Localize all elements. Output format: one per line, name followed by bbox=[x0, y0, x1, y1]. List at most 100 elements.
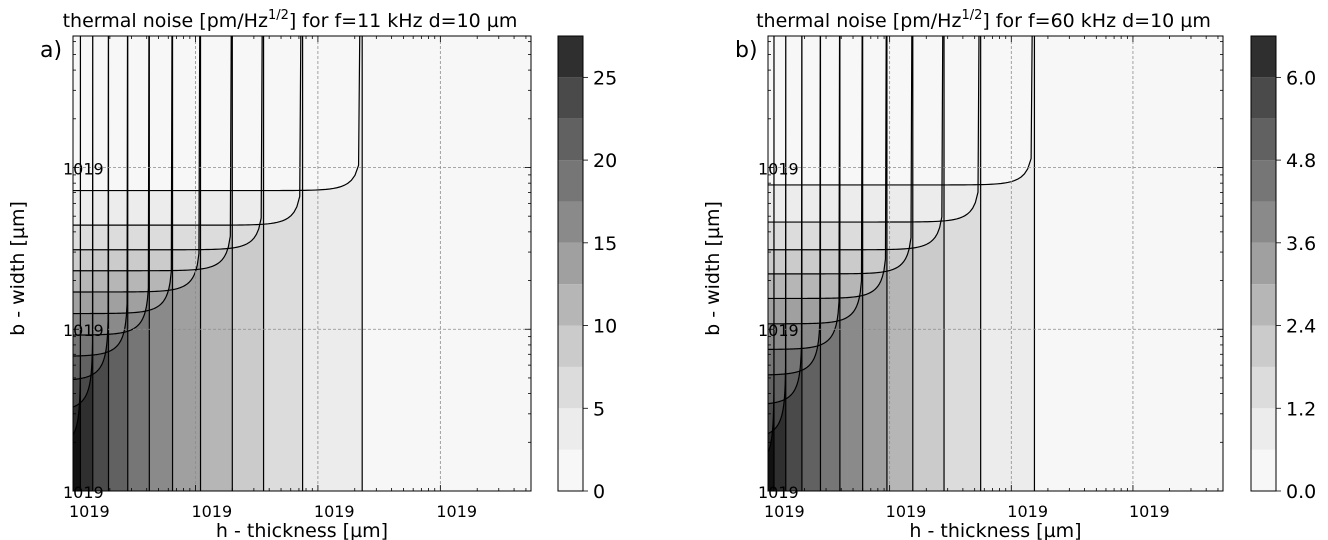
colorbar-segment bbox=[558, 366, 583, 409]
colorbar-tick-label: 5 bbox=[593, 398, 605, 420]
chart_data.1.x_ticks.0.label-sup: 19 bbox=[784, 502, 804, 521]
chart-title-end: ] for f=11 kHz d=10 µm bbox=[289, 10, 518, 32]
chart_data.1.x_ticks.0.label: 1019 bbox=[764, 502, 805, 521]
contour-line-1.8 bbox=[768, 36, 945, 491]
colorbar-segment bbox=[558, 160, 583, 202]
colorbar-tick-label: 10 bbox=[593, 316, 617, 338]
colorbar-frame bbox=[1250, 35, 1277, 492]
chart_data.1.x_ticks.2.label-base: 10 bbox=[1007, 502, 1027, 521]
colorbar-segment bbox=[558, 201, 583, 243]
chart_data.1.x_ticks.3.label-base: 10 bbox=[1129, 502, 1149, 521]
contour-line-4.2 bbox=[768, 36, 841, 491]
chart_data.1.x_ticks.2.label: 1019 bbox=[1007, 502, 1048, 521]
chart_data.1.x_ticks.1.label: 1019 bbox=[886, 502, 927, 521]
colorbar-tick-label: 20 bbox=[593, 150, 617, 172]
chart_data.0.y_ticks.1.label-sup: 19 bbox=[83, 321, 103, 340]
panel-label: b) bbox=[735, 38, 758, 63]
chart_data.0.y_ticks.2.label: 1019 bbox=[63, 159, 104, 178]
chart_data.0.x_ticks.3.label-sup: 19 bbox=[457, 502, 477, 521]
chart_data.1.x_ticks.2.label-sup: 19 bbox=[1028, 502, 1048, 521]
colorbar-segment bbox=[1251, 408, 1276, 450]
colorbar-segment bbox=[1251, 160, 1276, 202]
chart_data.1.x_ticks.3.label-sup: 19 bbox=[1149, 502, 1169, 521]
contour-line-15 bbox=[73, 36, 174, 491]
chart_data.0.y_ticks.0.label: 1019 bbox=[63, 483, 104, 502]
chart_data.1.x_ticks.1.label-sup: 19 bbox=[906, 502, 926, 521]
colorbar-segment bbox=[558, 36, 583, 78]
chart_data.1.y_ticks.1.label-sup: 19 bbox=[778, 321, 798, 340]
contour-line-3.6 bbox=[768, 36, 864, 491]
colorbar-segment bbox=[1251, 366, 1276, 409]
colorbar-tick-label: 0 bbox=[593, 481, 605, 503]
contour-line-3 bbox=[768, 36, 888, 491]
chart_data.1.x_ticks.1.label-base: 10 bbox=[886, 502, 906, 521]
chart_data.1.y_ticks.1.label-base: 10 bbox=[758, 321, 778, 340]
colorbar-segment bbox=[558, 118, 583, 161]
chart_data.1.x_ticks.3.label: 1019 bbox=[1129, 502, 1170, 521]
contour-line-25 bbox=[73, 36, 94, 491]
x-axis-label: h - thickness [µm] bbox=[216, 520, 388, 540]
colorbar-segment bbox=[1251, 118, 1276, 161]
chart_data.0.y_ticks.1.label: 1019 bbox=[63, 321, 104, 340]
chart_data.1.y_ticks.2.label-sup: 19 bbox=[778, 159, 798, 178]
chart-title: thermal noise [pm/Hz1/2] for f=60 kHz d=… bbox=[756, 8, 1211, 32]
colorbar-frame bbox=[557, 35, 584, 492]
contour-line-17.5 bbox=[73, 36, 150, 491]
contour-line-20 bbox=[73, 36, 129, 491]
contour-line-7.5 bbox=[73, 36, 265, 491]
chart_data.0.x_ticks.2.label-base: 10 bbox=[314, 502, 334, 521]
chart_data.0.x_ticks.1.label-sup: 19 bbox=[212, 502, 232, 521]
colorbar-tick-label: 3.6 bbox=[1286, 233, 1316, 255]
chart_data.1.y_ticks.0.label: 1019 bbox=[758, 483, 799, 502]
colorbar-tick-label: 4.8 bbox=[1286, 150, 1316, 172]
colorbar-tick-label: 0.0 bbox=[1286, 481, 1316, 503]
chart-title-main: thermal noise [pm/Hz bbox=[756, 10, 961, 32]
plot-area-a bbox=[73, 36, 531, 491]
contour-line-2.5 bbox=[73, 36, 363, 491]
chart_data.0.y_ticks.0.label-base: 10 bbox=[63, 483, 83, 502]
colorbar-tick-label: 2.4 bbox=[1286, 316, 1316, 338]
chart_data.0.x_ticks.3.label-base: 10 bbox=[436, 502, 456, 521]
colorbar-segment bbox=[1251, 449, 1276, 491]
colorbar-segment bbox=[1251, 36, 1276, 78]
chart-title-end: ] for f=60 kHz d=10 µm bbox=[982, 10, 1211, 32]
colorbar-segment bbox=[558, 77, 583, 119]
contour-line-6 bbox=[768, 36, 787, 491]
chart_data.1.y_ticks.2.label-base: 10 bbox=[758, 159, 778, 178]
colorbar-segment bbox=[558, 242, 583, 285]
colorbar-tick-label: 1.2 bbox=[1286, 398, 1316, 420]
chart_data.0.x_ticks.0.label: 1019 bbox=[69, 502, 110, 521]
colorbar-segment bbox=[558, 284, 583, 326]
y-axis-label: b - width [µm] bbox=[7, 201, 29, 336]
contour-line-5 bbox=[73, 36, 304, 491]
chart_data.0.x_ticks.0.label-base: 10 bbox=[69, 502, 89, 521]
panel-label: a) bbox=[40, 38, 62, 63]
chart-title-sup: 1/2 bbox=[268, 8, 289, 23]
colorbar-segment bbox=[558, 325, 583, 367]
chart-title: thermal noise [pm/Hz1/2] for f=11 kHz d=… bbox=[63, 8, 518, 32]
contour-line-4.8 bbox=[768, 36, 822, 491]
chart-title-sup: 1/2 bbox=[961, 8, 982, 23]
colorbar-b: 0.0 1.2 2.4 3.6 4.8 6.0 bbox=[1250, 35, 1316, 503]
contour-line-2.4 bbox=[768, 36, 914, 491]
chart_data.0.y_ticks.0.label-sup: 19 bbox=[83, 483, 103, 502]
colorbar-tick-label: 25 bbox=[593, 67, 617, 89]
chart_data.0.y_ticks.2.label-base: 10 bbox=[63, 159, 83, 178]
contour-line-1.2 bbox=[768, 36, 982, 491]
chart_data.0.y_ticks.1.label-base: 10 bbox=[63, 321, 83, 340]
colorbar-segment bbox=[1251, 77, 1276, 119]
chart_data.0.x_ticks.2.label: 1019 bbox=[314, 502, 355, 521]
contour-band-8 bbox=[768, 36, 821, 491]
colorbar-tick-label: 15 bbox=[593, 233, 617, 255]
colorbar-segment bbox=[558, 449, 583, 491]
colorbar-segment bbox=[1251, 242, 1276, 285]
chart_data.1.y_ticks.2.label: 1019 bbox=[758, 159, 799, 178]
chart_data.1.y_ticks.1.label: 1019 bbox=[758, 321, 799, 340]
contour-line-12.5 bbox=[73, 36, 202, 491]
colorbar-segment bbox=[1251, 284, 1276, 326]
chart_data.0.y_ticks.2.label-sup: 19 bbox=[83, 159, 103, 178]
colorbar-segment bbox=[558, 408, 583, 450]
